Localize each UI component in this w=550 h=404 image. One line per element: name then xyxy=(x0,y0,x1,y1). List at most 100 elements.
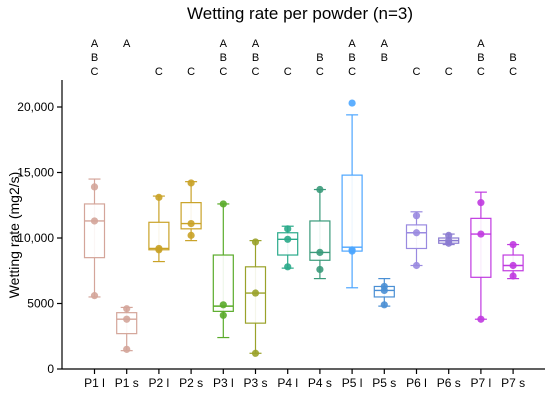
y-tick-label: 15,000 xyxy=(17,166,54,180)
y-tick-label: 5000 xyxy=(27,297,54,311)
data-point xyxy=(251,289,260,297)
y-tick-label: 20,000 xyxy=(17,100,54,114)
y-axis: 0 5000 10,000 15,000 20,000 xyxy=(17,80,63,376)
significance-letter: B xyxy=(91,52,98,64)
significance-letter: A xyxy=(123,38,131,50)
data-points xyxy=(90,99,517,357)
box-series xyxy=(83,114,524,354)
data-point xyxy=(251,238,260,246)
box-9 xyxy=(341,114,363,289)
significance-letter: C xyxy=(187,66,195,78)
significance-letter: B xyxy=(220,52,227,64)
significance-letter: C xyxy=(477,66,485,78)
significance-letter: B xyxy=(316,52,323,64)
y-tick-label: 0 xyxy=(47,362,54,376)
data-point xyxy=(284,263,292,271)
significance-letter: C xyxy=(91,66,99,78)
significance-letter: C xyxy=(316,66,324,78)
data-point xyxy=(316,248,324,257)
significance-letter: B xyxy=(381,52,388,64)
significance-letter: A xyxy=(477,38,485,50)
data-point xyxy=(316,265,324,274)
significance-letter: C xyxy=(284,66,292,78)
x-tick-label: P7 l xyxy=(471,376,492,390)
data-point xyxy=(477,315,485,323)
box-rect xyxy=(116,312,138,335)
data-point xyxy=(348,247,356,255)
data-point xyxy=(155,193,163,201)
data-point xyxy=(445,239,453,247)
significance-letter: A xyxy=(252,38,260,50)
data-point xyxy=(509,240,517,249)
significance-letter: C xyxy=(155,66,163,78)
chart-title: Wetting rate per powder (n=3) xyxy=(187,4,413,23)
box-rect xyxy=(212,254,234,312)
y-tick-label: 10,000 xyxy=(17,231,54,245)
data-point xyxy=(284,225,292,233)
significance-letter: C xyxy=(509,66,517,78)
data-point xyxy=(509,261,517,270)
box-6 xyxy=(244,240,267,354)
x-tick-label: P5 l xyxy=(342,376,363,390)
data-point xyxy=(284,235,292,243)
x-tick-label: P6 l xyxy=(406,376,427,390)
x-tick-label: P3 l xyxy=(213,376,234,390)
box-11 xyxy=(405,211,428,267)
significance-letter: C xyxy=(413,66,421,78)
significance-letter: C xyxy=(219,66,227,78)
data-point xyxy=(187,219,195,228)
box-2 xyxy=(116,306,138,352)
box-7 xyxy=(277,225,299,269)
data-point xyxy=(251,349,260,357)
data-point xyxy=(123,315,131,323)
data-point xyxy=(187,179,195,187)
x-tick-label: P2 s xyxy=(179,376,203,390)
data-point xyxy=(316,185,324,194)
x-tick-label: P2 l xyxy=(149,376,170,390)
data-point xyxy=(219,200,227,208)
x-tick-label: P1 l xyxy=(84,376,105,390)
box-rect xyxy=(277,232,299,256)
data-point xyxy=(477,199,485,207)
data-point xyxy=(380,301,388,309)
significance-letter: A xyxy=(381,38,389,50)
x-tick-label: P4 l xyxy=(277,376,298,390)
significance-letter: C xyxy=(445,66,453,78)
significance-letter: C xyxy=(348,66,356,78)
box-rect xyxy=(470,217,492,278)
data-point xyxy=(509,272,517,280)
significance-letter: B xyxy=(348,52,355,64)
data-point xyxy=(445,231,453,239)
x-tick-label: P5 s xyxy=(372,376,396,390)
data-point xyxy=(412,261,421,270)
data-point xyxy=(155,246,163,254)
box-rect xyxy=(405,224,428,250)
significance-letter: A xyxy=(348,38,356,50)
box-rect xyxy=(180,202,202,230)
data-point xyxy=(348,99,356,107)
data-point xyxy=(412,229,421,237)
data-point xyxy=(380,286,388,294)
box-rect xyxy=(309,220,331,261)
significance-letter: B xyxy=(509,52,516,64)
data-point xyxy=(123,305,131,313)
significance-letter: A xyxy=(220,38,228,50)
significance-letter: B xyxy=(252,52,259,64)
box-1 xyxy=(83,178,106,298)
data-point xyxy=(412,212,421,220)
data-point xyxy=(219,311,227,319)
box-rect xyxy=(83,203,106,259)
data-point xyxy=(90,292,99,300)
y-axis-label: Wetting rate (mg2/s) xyxy=(6,172,22,299)
significance-letter: C xyxy=(252,66,260,78)
x-tick-label: P4 s xyxy=(308,376,332,390)
significance-letter: B xyxy=(477,52,484,64)
box-13 xyxy=(470,191,492,320)
x-tick-label: P3 s xyxy=(243,376,267,390)
x-tick-label: P6 s xyxy=(437,376,461,390)
data-point xyxy=(187,231,195,239)
data-point xyxy=(219,301,227,309)
significance-letter: A xyxy=(91,38,99,50)
